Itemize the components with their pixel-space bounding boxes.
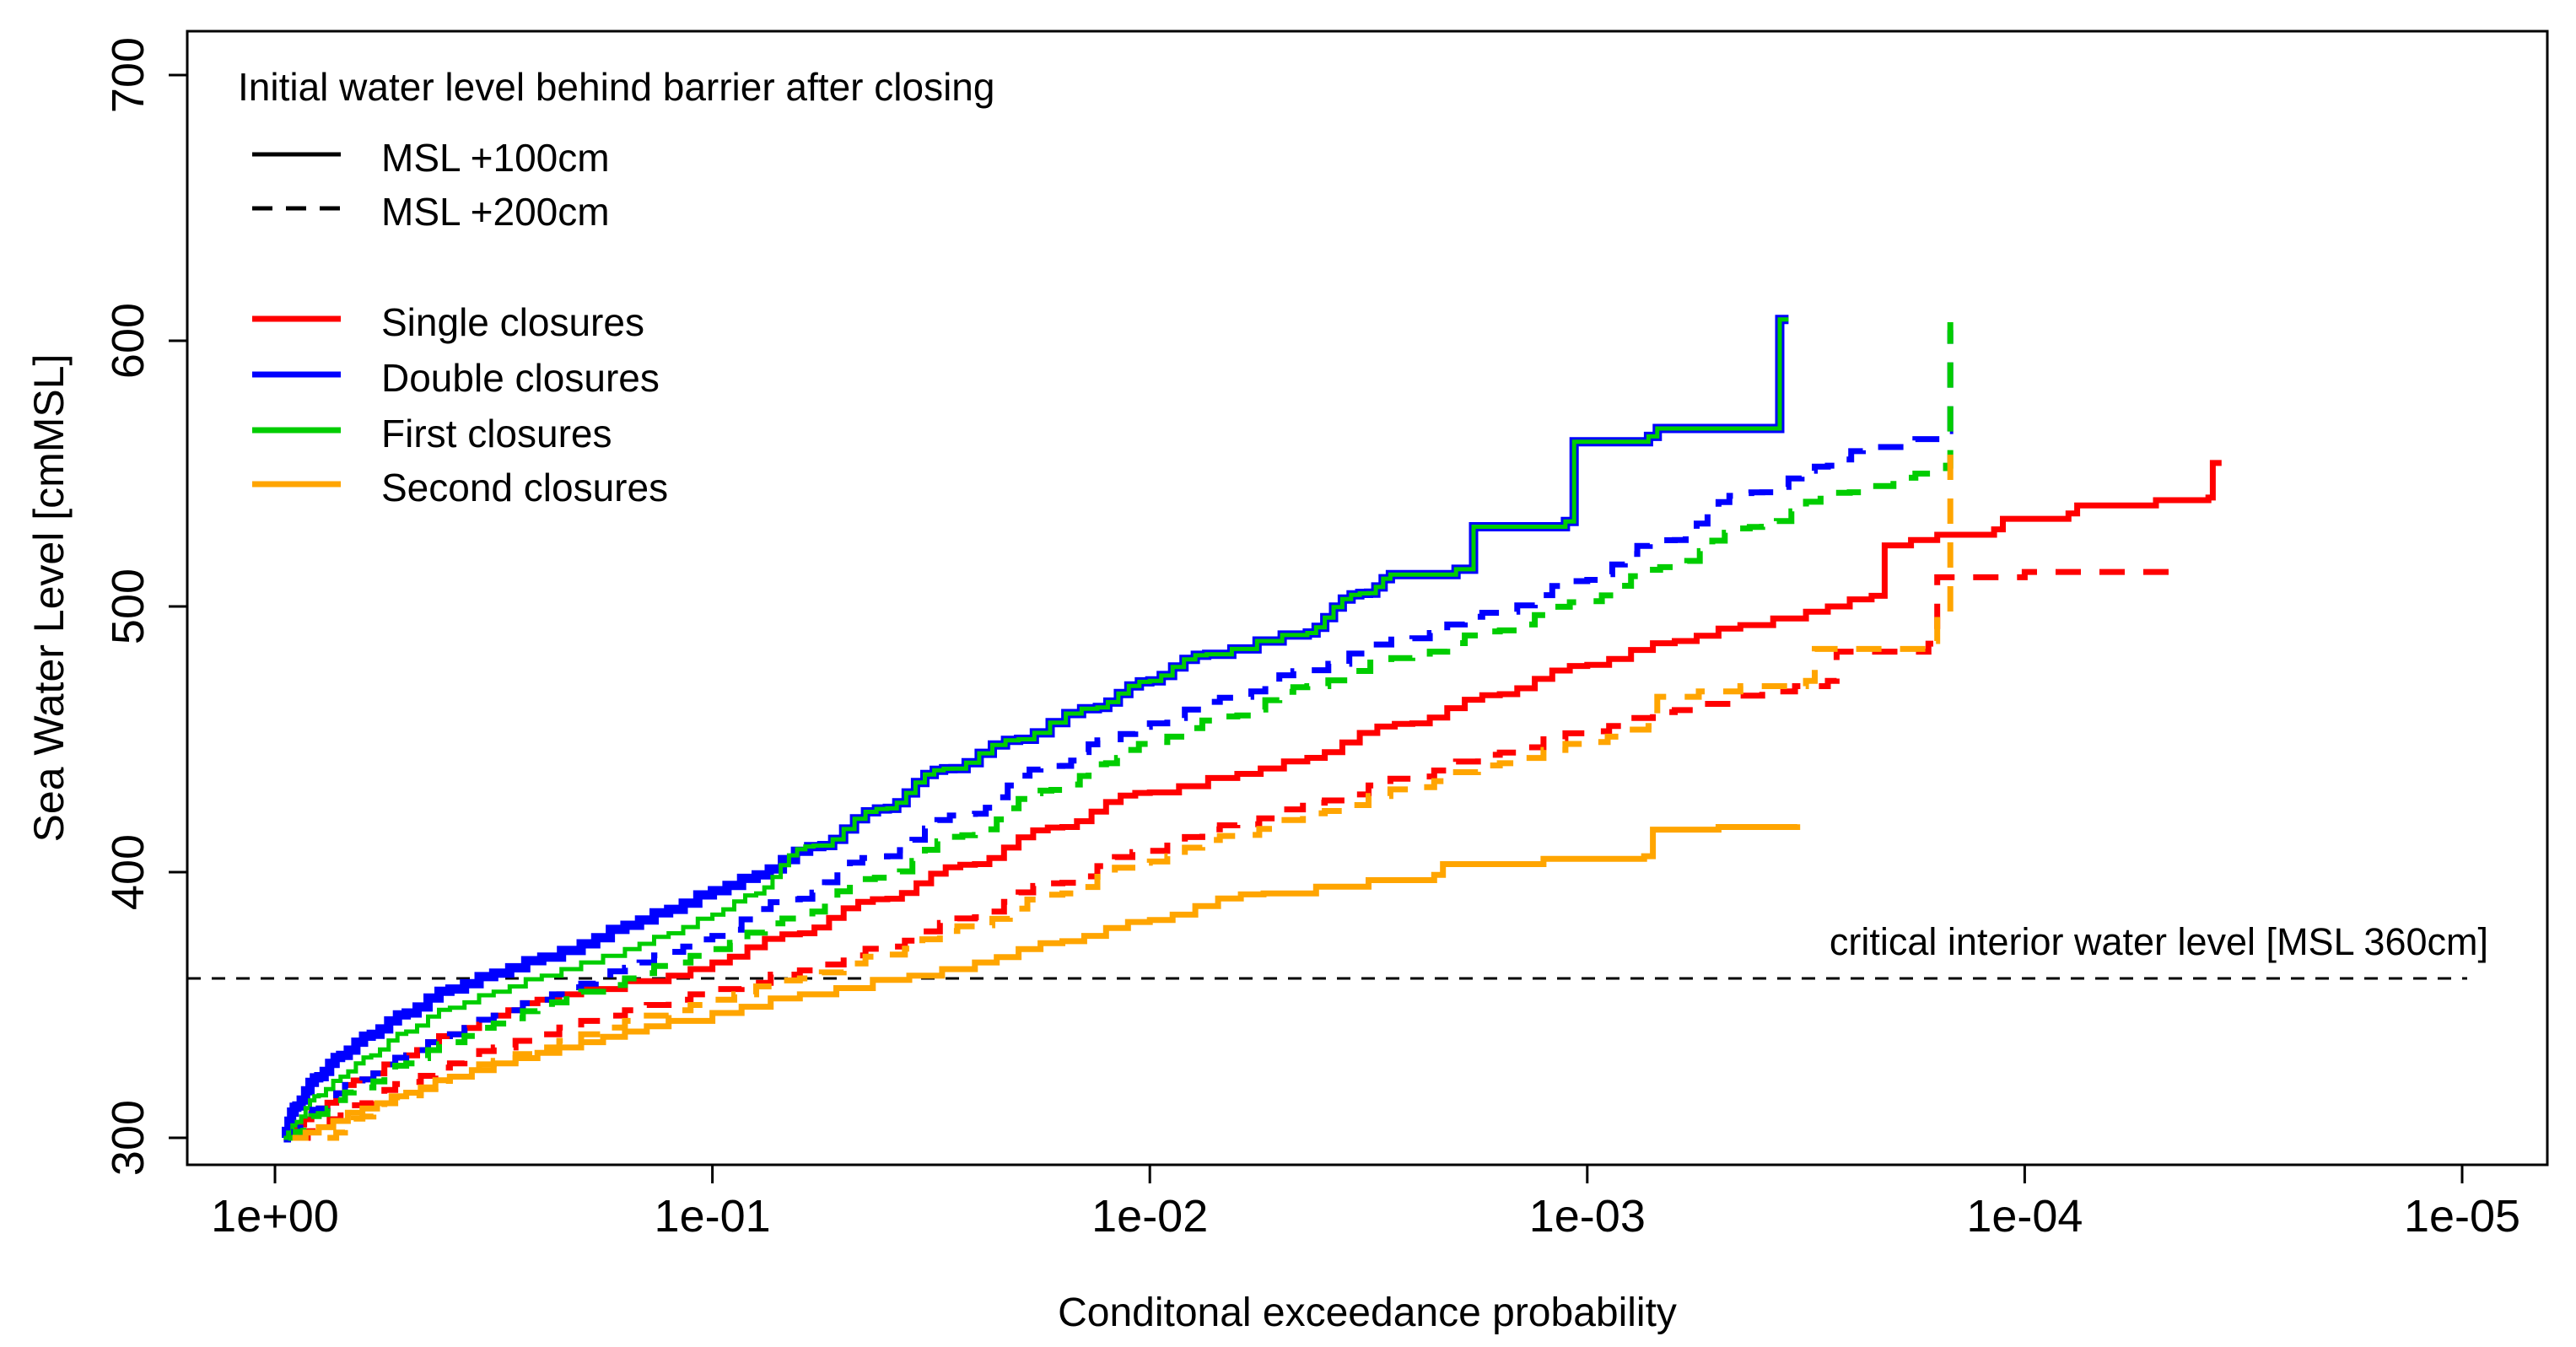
series-group <box>282 315 2222 1143</box>
series-second-closures-msl-100cm <box>292 824 1801 1141</box>
y-axis: 300 400 500 600 700 Sea Water Level [cmMSL] <box>25 37 187 1176</box>
plot-box <box>186 30 2549 1167</box>
x-axis-title: Conditonal exceedance probability <box>1058 1290 1677 1335</box>
legend-label: Second closures <box>381 466 668 509</box>
x-axis: 1e+00 1e-01 1e-02 1e-03 1e-04 1e-05 Conditonal… <box>211 1165 2520 1335</box>
legend-title: Initial water level behind barrier after… <box>238 65 994 109</box>
legend: Initial water level behind barrier after… <box>238 65 994 509</box>
series-first-closures-msl-200cm <box>288 322 1954 1141</box>
y-tick-label: 300 <box>103 1100 154 1176</box>
x-tick-label: 1e-02 <box>1091 1191 1208 1242</box>
legend-label: Double closures <box>381 356 660 400</box>
series-single-closures-msl-100cm <box>283 460 2222 1141</box>
legend-label: MSL +100cm <box>381 136 610 180</box>
series-single-closures-msl-200cm <box>296 568 2185 1141</box>
y-tick-label: 400 <box>103 834 154 910</box>
y-tick-label: 500 <box>103 568 154 644</box>
y-axis-title: Sea Water Level [cmMSL] <box>25 354 73 843</box>
x-tick-label: 1e-01 <box>655 1191 771 1242</box>
legend-label: First closures <box>381 412 612 455</box>
series-first-closures-msl-100cm <box>283 317 1789 1140</box>
y-tick-label: 700 <box>103 37 154 113</box>
series-double-closures-msl-200cm <box>288 330 1954 1141</box>
y-tick-label: 600 <box>103 303 154 379</box>
series-second-closures-msl-200cm <box>327 452 1954 1141</box>
legend-label: Single closures <box>381 300 644 344</box>
critical-level-label: critical interior water level [MSL 360cm… <box>1830 920 2488 963</box>
x-tick-label: 1e-05 <box>2404 1191 2520 1242</box>
x-tick-label: 1e-03 <box>1529 1191 1646 1242</box>
legend-label: MSL +200cm <box>381 190 610 234</box>
x-tick-label: 1e-04 <box>1966 1191 2083 1242</box>
x-tick-label: 1e+00 <box>211 1191 339 1242</box>
